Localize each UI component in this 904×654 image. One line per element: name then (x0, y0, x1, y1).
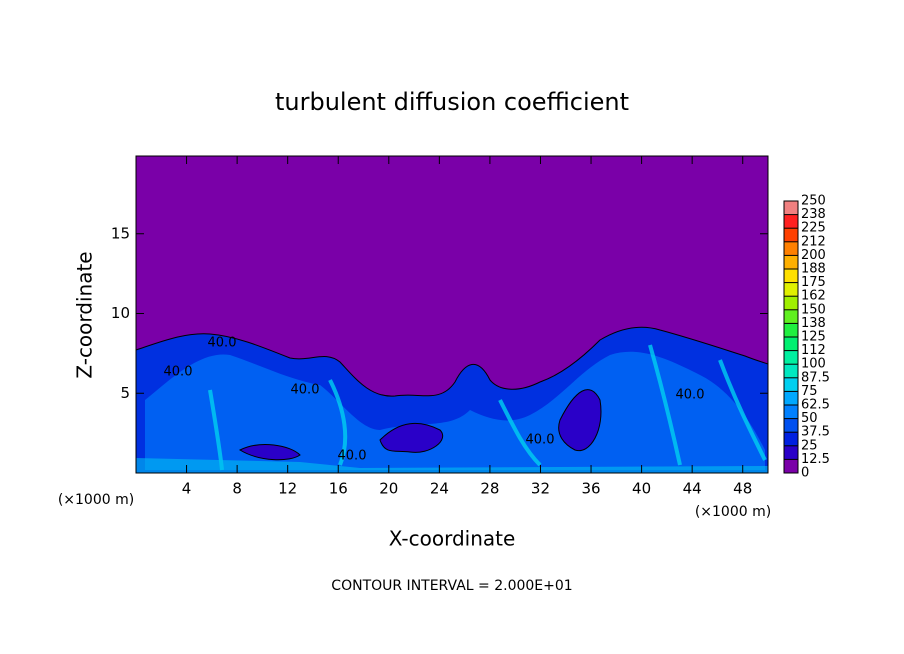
x-unit-right: (×1000 m) (695, 504, 771, 520)
colorbar-band (784, 269, 798, 283)
colorbar-label: 125 (801, 330, 826, 345)
x-tick-label: 8 (232, 480, 242, 498)
chart-title: turbulent diffusion coefficient (275, 88, 629, 116)
x-tick-label: 28 (480, 480, 499, 498)
colorbar-label: 100 (801, 357, 826, 372)
colorbar-band (784, 364, 798, 378)
cyan-streak (208, 344, 767, 471)
x-tick-label: 40 (632, 480, 651, 498)
colorbar-label: 87.5 (801, 370, 830, 385)
colorbar-band (784, 405, 798, 419)
colorbar-band (784, 418, 798, 433)
colorbar-label: 238 (801, 207, 826, 222)
colorbar-label: 188 (801, 262, 826, 277)
colorbar-label: 25 (801, 438, 818, 453)
contour-label: 40.0 (164, 365, 193, 380)
colorbar-band (784, 350, 798, 365)
colorbar-label: 62.5 (801, 398, 830, 413)
plot-frame (135, 155, 769, 474)
colorbar-band (784, 391, 798, 405)
colorbar-band (784, 214, 798, 229)
colorbar-label: 50 (801, 411, 818, 426)
x-tick-label: 44 (683, 480, 702, 498)
colorbar-label: 75 (801, 384, 818, 399)
y-tick-label: 5 (120, 384, 130, 402)
colorbar-band (784, 282, 798, 297)
colorbar-band (784, 296, 798, 310)
colorbar-band (784, 445, 798, 460)
colorbar-band (784, 337, 798, 351)
colorbar-label: 37.5 (801, 425, 830, 440)
x-tick-label: 24 (430, 480, 449, 498)
contour-label: 40.0 (676, 388, 705, 403)
colorbar-band (784, 323, 798, 337)
bottom-band (136, 458, 768, 473)
colorbar-label: 250 (801, 194, 826, 209)
x-tick-label: 48 (733, 480, 752, 498)
colorbar-label: 162 (801, 289, 826, 304)
inner-region (145, 351, 765, 470)
colorbar-band (784, 377, 798, 392)
contour-label: 40.0 (526, 433, 555, 448)
footer: CONTOUR INTERVAL = 2.000E+01 (331, 578, 572, 594)
x-tick-label: 36 (581, 480, 600, 498)
colorbar-label: 112 (801, 343, 826, 358)
colorbar-label: 138 (801, 316, 826, 331)
colorbar-band (784, 459, 798, 473)
colorbar-band (784, 201, 798, 215)
x-axis-label: X-coordinate (389, 527, 516, 551)
colorbar-label: 150 (801, 302, 826, 317)
contour-label: 40.0 (291, 383, 320, 398)
colorbar-label: 212 (801, 234, 826, 249)
x-tick-label: 4 (182, 480, 192, 498)
contour-label: 40.0 (208, 336, 237, 351)
colorbar-band (784, 241, 798, 256)
y-tick-label: 10 (111, 304, 130, 322)
x-tick-label: 32 (531, 480, 550, 498)
colorbar-label: 175 (801, 275, 826, 290)
x-tick-label: 16 (329, 480, 348, 498)
x-tick-label: 20 (379, 480, 398, 498)
colorbar-band (784, 309, 798, 324)
y-axis-label: Z-coordinate (73, 251, 97, 378)
purple-intrusion (238, 389, 602, 461)
colorbar-band (784, 255, 798, 269)
colorbar-band (784, 228, 798, 242)
colorbar-label: 225 (801, 221, 826, 236)
y-tick-label: 15 (111, 224, 130, 242)
x-unit-left: (×1000 m) (58, 492, 134, 508)
contour-label: 40.0 (338, 449, 367, 464)
field (135, 156, 769, 474)
x-tick-label: 12 (278, 480, 297, 498)
colorbar-label: 12.5 (801, 452, 830, 467)
colorbar-label: 0 (801, 466, 809, 481)
colorbar-band (784, 432, 798, 446)
colorbar-label: 200 (801, 248, 826, 263)
